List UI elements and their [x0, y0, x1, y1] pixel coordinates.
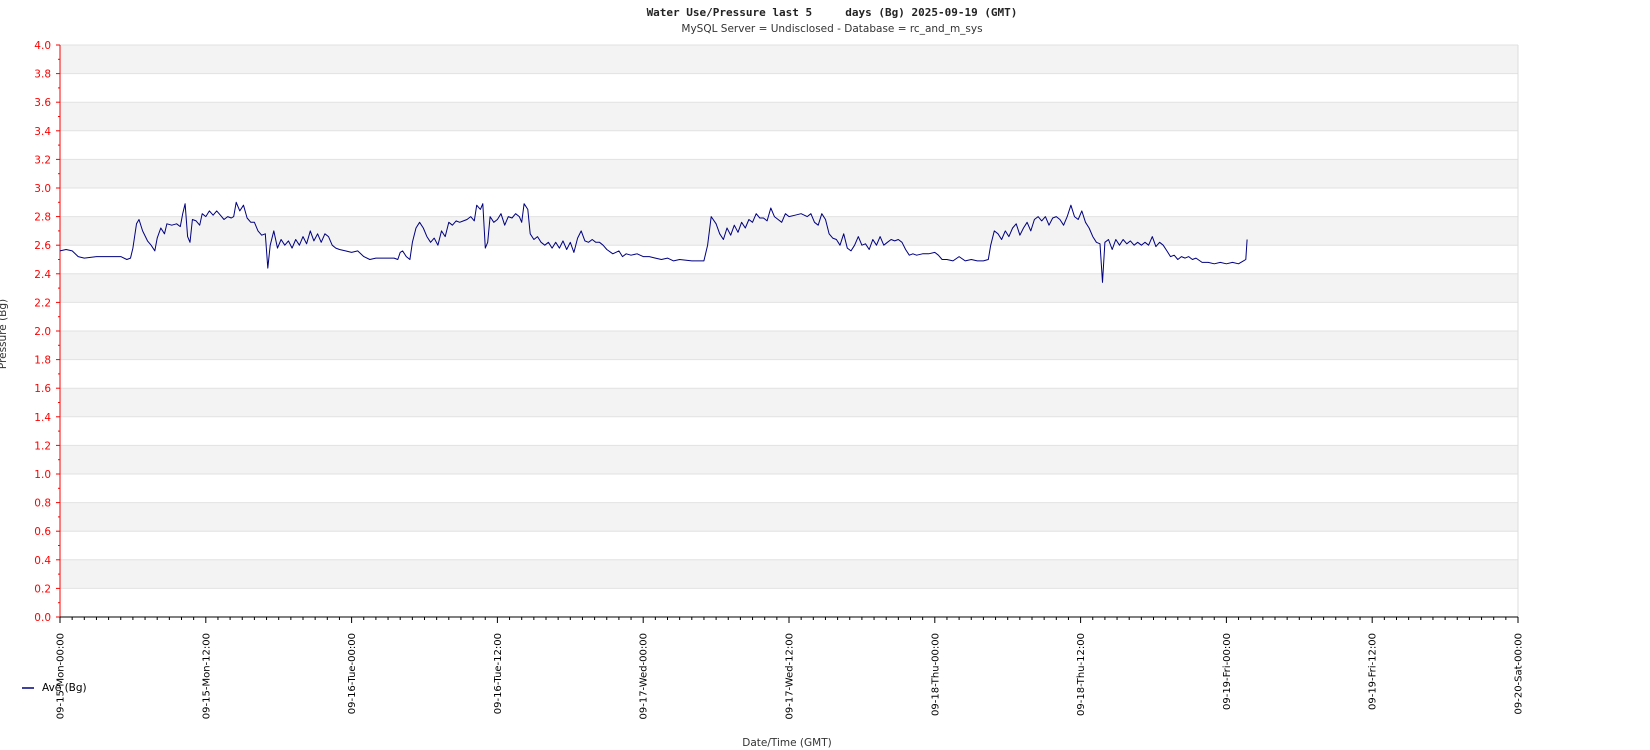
x-tick-label: 09-19-Fri-12:00 [1368, 633, 1379, 710]
y-tick-label: 0.2 [34, 583, 51, 595]
plot-background [60, 45, 1518, 617]
y-tick-label: 3.4 [34, 126, 51, 138]
y-axis-label: Pressure (Bg) [0, 299, 9, 369]
y-tick-label: 1.0 [34, 469, 51, 481]
x-tick-label: 09-18-Thu-12:00 [1076, 633, 1087, 716]
x-tick-label: 09-18-Thu-00:00 [930, 633, 941, 716]
y-tick-label: 0.4 [34, 555, 51, 567]
series-line [59, 201, 1248, 283]
plot-band [60, 474, 1518, 503]
y-tick-label: 1.4 [34, 412, 51, 424]
legend: Ave (Bg) [22, 682, 87, 694]
x-tick-label: 09-15-Mon-00:00 [56, 633, 67, 719]
y-tick-label: 1.6 [34, 383, 51, 395]
x-tick-label: 09-15-Mon-12:00 [201, 633, 212, 719]
plot-band [60, 531, 1518, 560]
y-tick-label: 3.8 [34, 69, 51, 81]
plot-band [60, 388, 1518, 417]
y-tick-label: 2.8 [34, 212, 51, 224]
plot-band [60, 273, 1518, 303]
plot-band [60, 102, 1518, 131]
y-tick-label: 3.6 [34, 97, 51, 109]
x-tick-label: 09-16-Tue-12:00 [493, 633, 504, 714]
plot-band [60, 588, 1518, 617]
y-tick-label: 0.8 [34, 498, 51, 510]
plot-band [60, 302, 1518, 331]
plot-band [60, 559, 1518, 589]
plot-band [60, 159, 1518, 188]
y-tick-label: 3.0 [34, 183, 51, 195]
x-tick-label: 09-17-Wed-00:00 [639, 633, 650, 720]
x-tick-label: 09-16-Tue-00:00 [347, 633, 358, 714]
y-tick-label: 3.2 [34, 154, 51, 166]
y-axis: 0.0 0.2 0.4 0.6 0.8 1.0 1.2 1.4 1.6 1.8 2.0 2.2 2.4 2… [34, 40, 61, 624]
plot-band [60, 502, 1518, 532]
x-axis: 09-15-Mon-00:00 09-15-Mon-12:00 09-16-Tue-… [56, 616, 1525, 720]
y-tick-label: 2.4 [34, 269, 51, 281]
chart-title: Water Use/Pressure last 5 days (Bg) 2025… [647, 6, 1018, 19]
plot-band [60, 73, 1518, 103]
plot-band [60, 216, 1518, 246]
y-tick-label: 2.6 [34, 240, 51, 252]
y-tick-label: 2.2 [34, 297, 51, 309]
x-tick-label: 09-19-Fri-00:00 [1222, 633, 1233, 710]
y-tick-label: 0.6 [34, 526, 51, 538]
plot-band [60, 45, 1518, 74]
x-axis-label: Date/Time (GMT) [742, 737, 831, 749]
x-tick-label: 09-17-Wed-12:00 [785, 633, 796, 720]
y-tick-label: 0.0 [34, 612, 51, 624]
series-group [59, 201, 1248, 283]
y-tick-label: 1.2 [34, 440, 51, 452]
plot-band [60, 331, 1518, 360]
plot-band [60, 445, 1518, 474]
plot-band [60, 416, 1518, 446]
legend-label: Ave (Bg) [42, 682, 87, 694]
x-tick-label: 09-20-Sat-00:00 [1514, 633, 1525, 715]
y-tick-label: 4.0 [34, 40, 51, 52]
gridlines [60, 44, 1519, 618]
plot-band [60, 130, 1518, 160]
y-tick-label: 2.0 [34, 326, 51, 338]
plot-band [60, 359, 1518, 389]
plot-band [60, 188, 1518, 217]
chart-subtitle: MySQL Server = Undisclosed - Database = … [681, 23, 982, 35]
y-tick-label: 1.8 [34, 355, 51, 367]
plot-band [60, 245, 1518, 274]
